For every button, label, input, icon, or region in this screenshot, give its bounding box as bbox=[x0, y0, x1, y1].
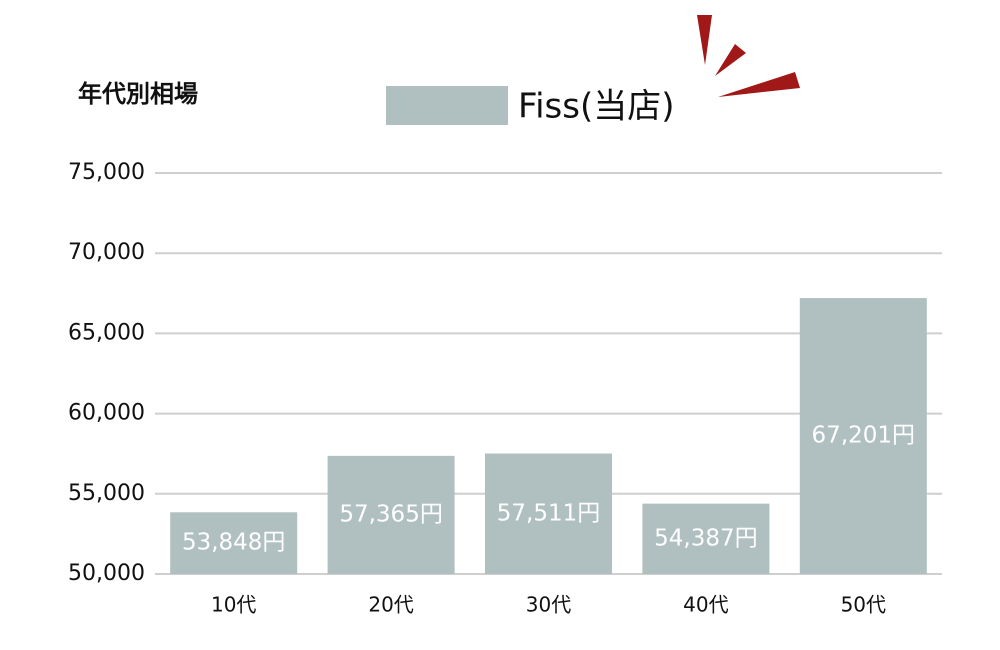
decoration bbox=[697, 15, 800, 97]
bar bbox=[485, 453, 612, 574]
x-tick-label: 30代 bbox=[526, 593, 571, 617]
y-tick-label: 60,000 bbox=[68, 401, 145, 426]
legend-swatch bbox=[386, 86, 508, 125]
bar bbox=[642, 503, 770, 574]
y-tick-label: 65,000 bbox=[68, 320, 145, 345]
y-tick-label: 75,000 bbox=[68, 160, 145, 185]
x-tick-label: 10代 bbox=[211, 593, 256, 617]
x-tick-label: 50代 bbox=[841, 593, 886, 617]
legend-label: Fiss(当店) bbox=[518, 87, 675, 127]
y-tick-label: 50,000 bbox=[68, 561, 145, 586]
value-label: 53,848円 bbox=[182, 530, 285, 556]
bar bbox=[327, 455, 455, 574]
value-label: 57,365円 bbox=[339, 501, 442, 527]
y-tick-label: 70,000 bbox=[68, 240, 145, 265]
bar bbox=[170, 512, 298, 574]
value-label: 54,387円 bbox=[654, 525, 757, 551]
x-tick-label: 20代 bbox=[368, 593, 413, 617]
x-tick-label: 40代 bbox=[683, 593, 728, 617]
value-label: 67,201円 bbox=[812, 423, 915, 449]
chart-title: 年代別相場 bbox=[78, 80, 198, 108]
bar bbox=[799, 298, 927, 574]
value-label: 57,511円 bbox=[497, 500, 600, 526]
y-tick-label: 55,000 bbox=[68, 481, 145, 506]
